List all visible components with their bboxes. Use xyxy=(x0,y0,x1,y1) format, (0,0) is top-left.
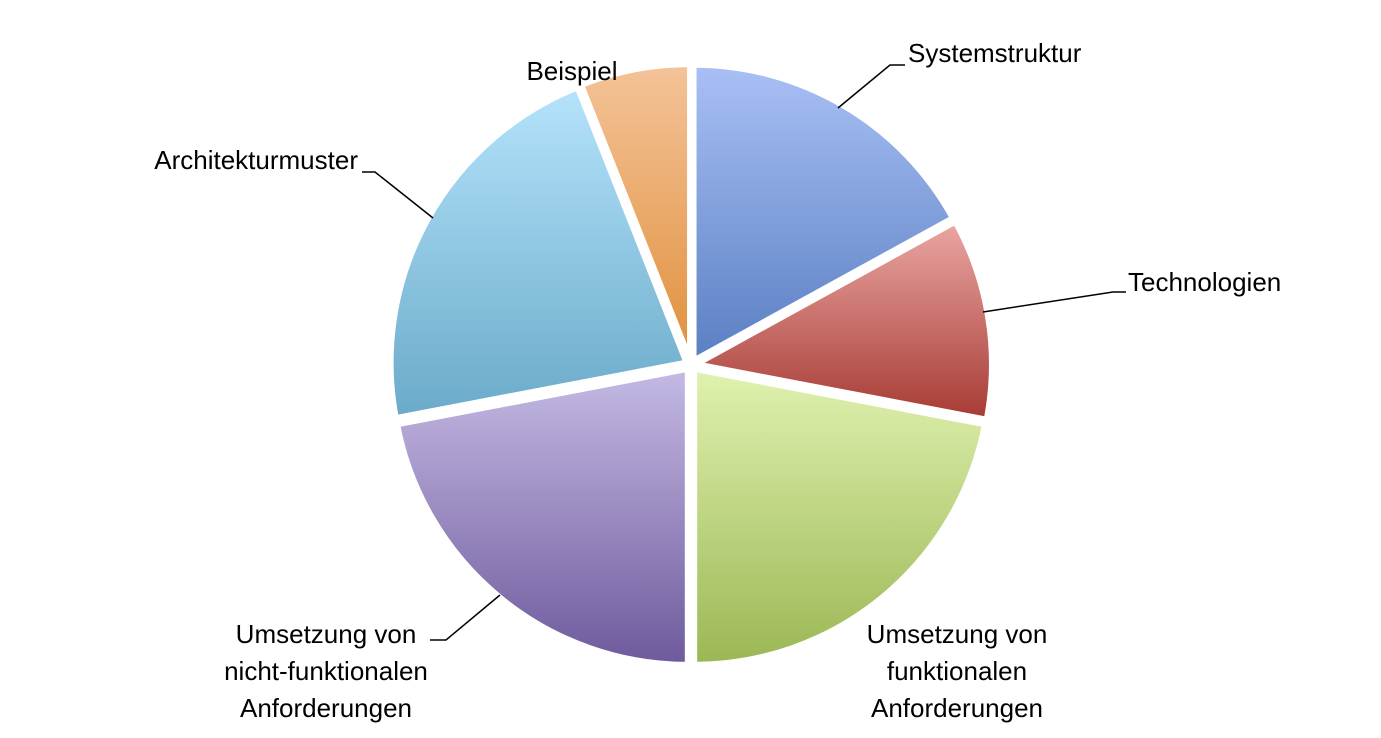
slice-label-line: Umsetzung von xyxy=(236,619,417,649)
slice-label-line: Umsetzung von xyxy=(867,619,1048,649)
slice-label-line: Systemstruktur xyxy=(908,38,1082,68)
slice-labels: Systemstruktur Technologien Umsetzung von f… xyxy=(154,38,1281,723)
slice-label-line: Technologien xyxy=(1128,267,1281,297)
slice-label-line: Anforderungen xyxy=(240,693,412,723)
pie-slice-2 xyxy=(687,217,995,424)
slice-label-line: nicht-funktionalen xyxy=(224,656,428,686)
slice-label-5: Architekturmuster xyxy=(154,145,358,175)
slice-label-line: funktionalen xyxy=(887,656,1027,686)
slice-label-line: Anforderungen xyxy=(871,693,1043,723)
pie-slices xyxy=(387,61,995,668)
pie-slice-1 xyxy=(690,61,958,366)
leader-line-2 xyxy=(982,291,1126,313)
slice-label-3: Umsetzung von funktionalen Anforderungen xyxy=(867,619,1048,723)
pie-slice-5 xyxy=(387,83,691,422)
slice-label-line: Beispiel xyxy=(526,56,617,86)
slice-label-1: Systemstruktur xyxy=(908,38,1082,68)
slice-label-2: Technologien xyxy=(1128,267,1281,297)
leader-line-1 xyxy=(837,64,905,109)
slice-label-line: Architekturmuster xyxy=(154,145,358,175)
pie-slice-3 xyxy=(691,365,989,668)
leader-lines xyxy=(362,64,1126,641)
slice-label-4: Umsetzung von nicht-funktionalen Anforderu… xyxy=(224,619,428,723)
leader-line-5 xyxy=(362,171,434,219)
slice-label-6: Beispiel xyxy=(526,56,617,86)
pie-slice-4 xyxy=(393,365,691,668)
leader-line-4 xyxy=(430,594,501,641)
pie-slice-6 xyxy=(577,61,694,362)
